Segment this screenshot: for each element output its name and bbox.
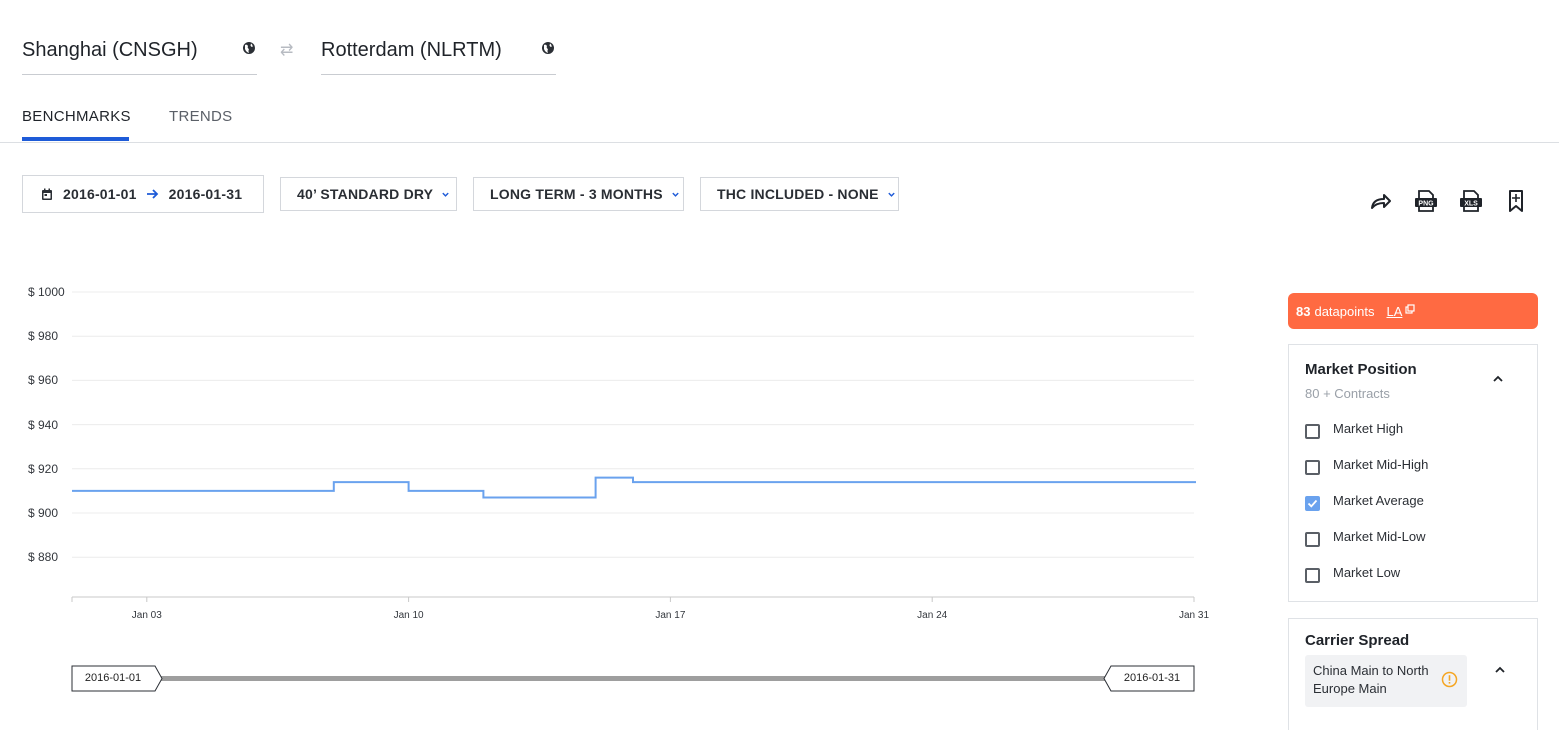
y-tick-label: $ 880 [28, 550, 59, 565]
png-export-icon[interactable]: PNG [1414, 189, 1438, 213]
contract-term-dropdown[interactable]: LONG TERM - 3 MONTHS [473, 177, 684, 211]
market-low-checkbox[interactable] [1305, 567, 1320, 583]
datapoints-label: datapoints [1314, 303, 1375, 319]
range-end-label: 2016-01-31 [1123, 672, 1181, 684]
share-icon[interactable] [1369, 189, 1393, 213]
date-from: 2016-01-01 [63, 186, 137, 202]
active-tab-indicator [22, 137, 129, 141]
chevron-down-icon [887, 192, 895, 197]
thc-value: THC INCLUDED - NONE [717, 186, 879, 202]
chevron-down-icon [672, 192, 679, 197]
origin-port-name: Shanghai (CNSGH) [22, 39, 198, 61]
market-mid-high-label: Market Mid-High [1333, 457, 1429, 472]
container-type-dropdown[interactable]: 40’ STANDARD DRY [280, 177, 457, 211]
destination-port-name: Rotterdam (NLRTM) [321, 39, 502, 61]
destination-port-field[interactable]: Rotterdam (NLRTM) [321, 30, 556, 75]
tabs-divider [0, 142, 1559, 143]
datapoints-link[interactable]: LA [1386, 303, 1403, 319]
market-average-series-line [72, 476, 1196, 499]
datapoints-count: 83 [1296, 303, 1311, 319]
chevron-down-icon [442, 192, 449, 197]
market-average-label: Market Average [1333, 493, 1424, 508]
market-high-label: Market High [1333, 421, 1404, 436]
globe-icon[interactable] [541, 41, 555, 55]
market-mid-low-option[interactable]: Market Mid-Low [1305, 529, 1425, 549]
y-tick-label: $ 980 [28, 329, 59, 344]
xls-label: XLS [1464, 201, 1478, 208]
container-type-value: 40’ STANDARD DRY [297, 186, 434, 202]
date-range-picker[interactable]: 2016-01-01 2016-01-31 [22, 175, 264, 213]
contract-term-value: LONG TERM - 3 MONTHS [490, 186, 663, 202]
xls-export-icon[interactable]: XLS [1459, 189, 1483, 213]
x-tick-label: Jan 17 [655, 610, 686, 621]
calendar-icon [42, 188, 52, 200]
range-end-handle[interactable] [1103, 665, 1195, 692]
market-position-panel: Market Position 80 + Contracts Market Hi… [1288, 344, 1538, 602]
market-high-checkbox[interactable] [1305, 423, 1320, 439]
market-mid-low-checkbox[interactable] [1305, 531, 1320, 547]
png-label: PNG [1418, 201, 1434, 208]
market-high-option[interactable]: Market High [1305, 421, 1403, 441]
x-tick-label: Jan 24 [917, 610, 948, 621]
carrier-spread-panel: Carrier Spread China Main to North Europ… [1288, 618, 1538, 730]
x-tick-label: Jan 10 [393, 610, 424, 621]
carrier-spread-region-label: China Main to North Europe Main [1313, 663, 1429, 696]
market-low-label: Market Low [1333, 565, 1401, 580]
tab-trends[interactable]: TRENDS [169, 108, 233, 125]
x-tick-label: Jan 31 [1178, 610, 1210, 621]
market-low-option[interactable]: Market Low [1305, 565, 1400, 585]
tab-benchmarks[interactable]: BENCHMARKS [22, 108, 131, 125]
carrier-spread-title: Carrier Spread [1305, 632, 1410, 649]
range-start-handle[interactable] [71, 665, 163, 692]
chevron-up-icon[interactable] [1491, 374, 1505, 384]
y-tick-label: $ 1000 [28, 285, 65, 299]
y-tick-label: $ 940 [28, 417, 59, 432]
external-link-icon[interactable] [1405, 304, 1415, 314]
x-tick-label: Jan 03 [131, 610, 162, 621]
thc-dropdown[interactable]: THC INCLUDED - NONE [700, 177, 899, 211]
market-average-checkbox[interactable] [1305, 495, 1320, 511]
bookmark-icon[interactable] [1504, 189, 1528, 213]
date-to: 2016-01-31 [168, 186, 243, 202]
globe-icon[interactable] [242, 41, 256, 55]
datapoints-badge: 83 datapoints LA [1288, 293, 1538, 329]
origin-port-field[interactable]: Shanghai (CNSGH) [22, 30, 257, 75]
y-tick-label: $ 900 [28, 506, 59, 520]
range-slider-track[interactable] [160, 676, 1106, 681]
market-average-option[interactable]: Market Average [1305, 493, 1424, 513]
market-position-title: Market Position [1305, 361, 1417, 378]
warning-icon [1441, 671, 1458, 688]
y-tick-label: $ 920 [28, 461, 59, 476]
benchmark-chart-plot [71, 291, 1196, 602]
market-mid-high-checkbox[interactable] [1305, 459, 1320, 475]
swap-route-icon[interactable]: ⇄ [280, 42, 294, 59]
range-start-label: 2016-01-01 [84, 672, 142, 684]
market-mid-low-label: Market Mid-Low [1333, 529, 1426, 544]
market-position-subtitle: 80 + Contracts [1305, 386, 1390, 401]
y-tick-label: $ 960 [28, 373, 59, 388]
market-mid-high-option[interactable]: Market Mid-High [1305, 457, 1428, 477]
carrier-spread-region[interactable]: China Main to North Europe Main [1305, 655, 1467, 707]
check-icon [1307, 499, 1318, 508]
arrow-right-icon [146, 189, 158, 199]
chevron-up-icon[interactable] [1493, 665, 1507, 675]
